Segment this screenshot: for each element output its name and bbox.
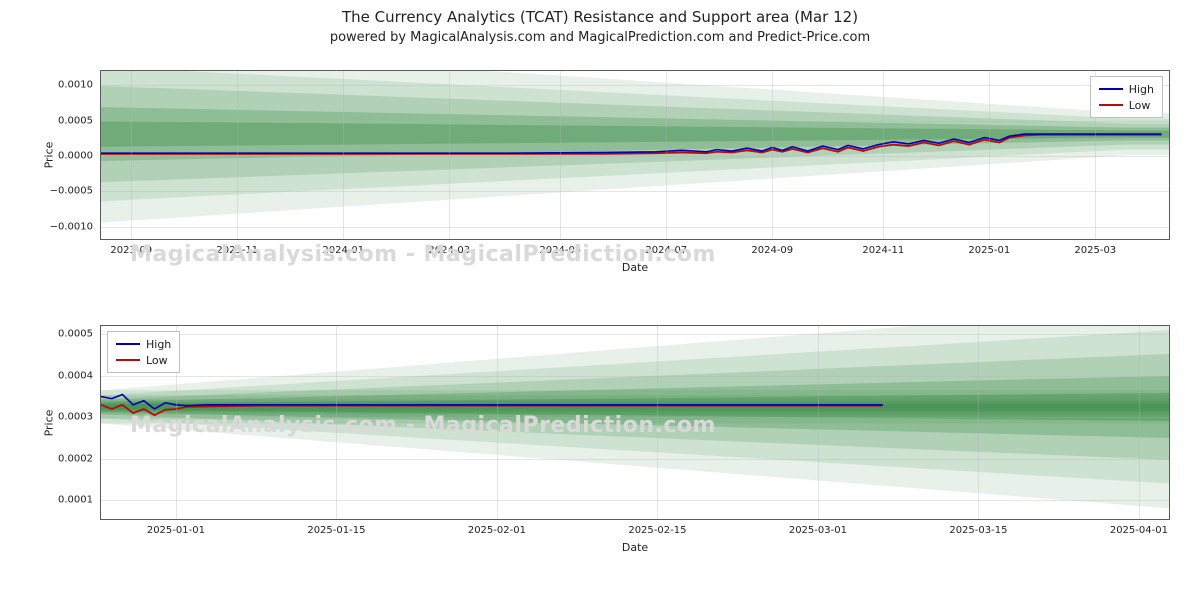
ytick-label: −0.0010 [50,221,101,232]
grid-h [101,459,1169,460]
ytick-label: 0.0000 [58,151,101,162]
legend-label: Low [146,354,168,367]
legend-swatch [116,343,140,345]
xtick-label: 2024-11 [862,239,904,256]
legend-label: High [146,338,171,351]
ytick-label: 0.0005 [58,115,101,126]
watermark-top: MagicalAnalysis.com - MagicalPrediction.… [130,242,716,267]
fan-band-tail [101,404,1169,410]
xtick-label: 2025-01 [968,239,1010,256]
legend-item: Low [1099,97,1154,113]
title-block: The Currency Analytics (TCAT) Resistance… [0,8,1200,51]
chart-title: The Currency Analytics (TCAT) Resistance… [0,8,1200,26]
grid-v [343,71,344,239]
bottom-chart-ylabel: Price [43,409,56,436]
grid-v [131,71,132,239]
legend-label: High [1129,83,1154,96]
page-root: The Currency Analytics (TCAT) Resistance… [0,0,1200,600]
xtick-label: 2025-03 [1074,239,1116,256]
grid-h [101,376,1169,377]
grid-v [883,71,884,239]
grid-h [101,227,1169,228]
ytick-label: 0.0010 [58,80,101,91]
xtick-label: 2025-01-15 [307,519,365,536]
grid-h [101,156,1169,157]
xtick-label: 2024-09 [751,239,793,256]
top-chart-plot-area [101,71,1169,239]
top-chart-fan-bands [101,71,1169,239]
ytick-label: −0.0005 [50,186,101,197]
legend-label: Low [1129,99,1151,112]
legend-item: High [116,336,171,352]
grid-v [666,71,667,239]
fan-band-tail [1126,131,1169,138]
grid-v [989,71,990,239]
top-chart-ylabel: Price [43,142,56,169]
ytick-label: 0.0001 [58,495,101,506]
grid-v [1139,326,1140,519]
xtick-label: 2025-01-01 [147,519,205,536]
grid-h [101,500,1169,501]
ytick-label: 0.0002 [58,453,101,464]
legend-swatch [116,359,140,361]
grid-v [818,326,819,519]
top-chart: Price Date HighLow −0.0010−0.00050.00000… [100,70,1170,240]
grid-h [101,334,1169,335]
watermark-bottom: MagicalAnalysis.com - MagicalPrediction.… [130,413,716,438]
chart-subtitle: powered by MagicalAnalysis.com and Magic… [0,30,1200,45]
xtick-label: 2025-04-01 [1110,519,1168,536]
grid-v [772,71,773,239]
grid-h [101,191,1169,192]
grid-h [101,121,1169,122]
ytick-label: 0.0004 [58,370,101,381]
legend-item: Low [116,352,171,368]
top-chart-legend: High Low [1090,76,1163,118]
legend-swatch [1099,104,1123,106]
grid-v [237,71,238,239]
grid-v [560,71,561,239]
xtick-label: 2025-02-15 [628,519,686,536]
xtick-label: 2025-03-01 [789,519,847,536]
xtick-label: 2025-02-01 [468,519,526,536]
legend-swatch [1099,88,1123,90]
ytick-label: 0.0005 [58,329,101,340]
xtick-label: 2025-03-15 [949,519,1007,536]
grid-h [101,85,1169,86]
ytick-label: 0.0003 [58,412,101,423]
legend-item: High [1099,81,1154,97]
bottom-chart-legend: High Low [107,331,180,373]
grid-v [978,326,979,519]
grid-v [449,71,450,239]
